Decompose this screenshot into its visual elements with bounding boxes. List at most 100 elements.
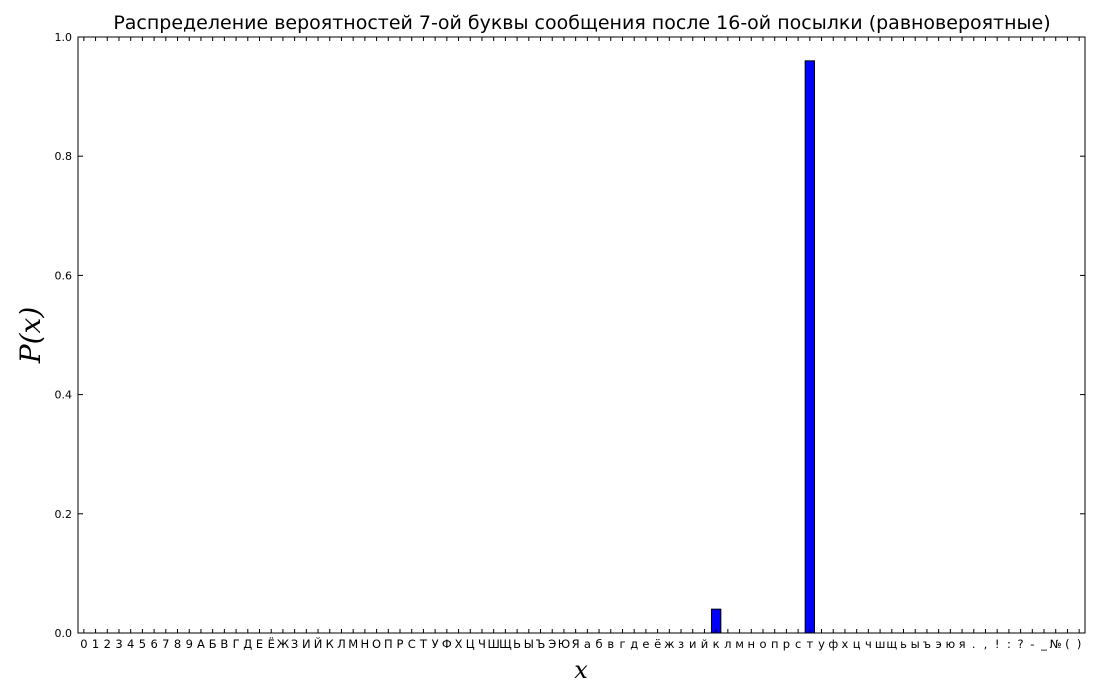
- y-tick-label: 0.4: [55, 389, 73, 402]
- x-category-label: ё: [654, 637, 661, 651]
- x-category-label: ): [1077, 637, 1082, 651]
- x-category-label: б: [596, 637, 603, 651]
- x-category-label: .: [972, 637, 976, 651]
- y-tick-label: 1.0: [55, 31, 73, 44]
- x-category-label: ь: [900, 637, 907, 651]
- x-category-label: Ф: [442, 637, 452, 651]
- x-category-label: Г: [233, 637, 240, 651]
- x-category-label: ы: [911, 637, 920, 651]
- chart-title: Распределение вероятностей 7-ой буквы со…: [113, 12, 1050, 34]
- x-category-label: Л: [337, 637, 346, 651]
- x-category-label: _: [1040, 637, 1047, 651]
- x-category-label: №: [1050, 637, 1062, 651]
- plot-frame: [77, 36, 1086, 634]
- x-category-label: Ы: [524, 637, 534, 651]
- x-category-label: А: [197, 637, 205, 651]
- x-category-label: г: [619, 637, 625, 651]
- x-category-label: Ъ: [536, 637, 546, 651]
- x-category-label: й: [701, 637, 708, 651]
- x-category-label: Ь: [513, 637, 521, 651]
- x-axis-label: x: [574, 656, 588, 684]
- x-category-label: к: [713, 637, 720, 651]
- x-category-label: Ч: [478, 637, 486, 651]
- x-category-label: ц: [853, 637, 861, 651]
- x-category-label: р: [783, 637, 790, 651]
- x-category-label: Х: [455, 637, 463, 651]
- x-category-label: У: [432, 637, 439, 651]
- x-category-label: а: [584, 637, 591, 651]
- x-category-label: Ё: [268, 636, 275, 651]
- x-category-label: ?: [1018, 637, 1024, 651]
- x-category-label: В: [220, 637, 228, 651]
- x-category-label: л: [724, 637, 731, 651]
- y-tick-label: 0.6: [55, 269, 73, 282]
- x-category-label: я: [959, 637, 966, 651]
- x-category-label: (: [1065, 637, 1070, 651]
- x-category-label: 4: [127, 637, 134, 651]
- x-category-label: щ: [886, 637, 897, 651]
- x-category-label: н: [748, 637, 756, 651]
- x-category-label: м: [735, 637, 744, 651]
- y-tick-label: 0.8: [55, 150, 73, 163]
- bar-62: [804, 60, 816, 634]
- x-category-label: Я: [572, 637, 580, 651]
- x-category-label: х: [842, 637, 849, 651]
- x-category-label: Б: [209, 637, 217, 651]
- x-category-label: :: [1007, 637, 1011, 651]
- x-category-label: Й: [314, 636, 323, 651]
- y-axis-label: P(x): [14, 307, 47, 364]
- x-category-label: ю: [945, 637, 955, 651]
- bars: [710, 60, 816, 634]
- x-category-label: О: [372, 637, 381, 651]
- x-category-label: 5: [139, 637, 146, 651]
- x-category-label: и: [689, 637, 696, 651]
- x-category-label: ж: [664, 637, 674, 651]
- x-category-label: М: [348, 637, 358, 651]
- x-category-label: 2: [104, 637, 111, 651]
- x-category-label: -: [1030, 637, 1034, 651]
- x-category-label: Д: [243, 637, 252, 651]
- x-category-label: 8: [174, 637, 181, 651]
- x-category-label: з: [678, 637, 684, 651]
- x-category-label: Ш: [488, 637, 500, 651]
- x-category-label: п: [771, 637, 779, 651]
- x-category-label: 3: [115, 637, 122, 651]
- x-category-label: Е: [256, 637, 263, 651]
- x-category-label: З: [291, 637, 298, 651]
- y-tick-label: 0.0: [55, 627, 73, 640]
- x-category-label: П: [384, 637, 393, 651]
- x-category-label: ф: [828, 637, 838, 651]
- x-category-label: Ц: [466, 637, 475, 651]
- x-category-label: ч: [865, 637, 872, 651]
- x-category-label: с: [795, 637, 801, 651]
- x-category-label: 7: [162, 637, 169, 651]
- y-tick-label: 0.2: [55, 508, 73, 521]
- x-category-label: И: [302, 637, 311, 651]
- x-category-label: д: [630, 637, 638, 651]
- x-category-label: Ж: [277, 637, 290, 651]
- x-category-label: С: [408, 637, 416, 651]
- x-category-label: 9: [186, 637, 193, 651]
- x-category-label: э: [935, 637, 941, 651]
- x-category-label: Щ: [499, 637, 512, 651]
- x-category-label: Ю: [558, 637, 570, 651]
- x-category-label: Э: [548, 637, 556, 651]
- x-category-label: К: [326, 637, 334, 651]
- x-category-label: о: [759, 637, 766, 651]
- x-category-label: т: [806, 637, 813, 651]
- x-category-label: у: [818, 637, 825, 651]
- y-axis-ticks: 0.0 0.2 0.4 0.6 0.8 1.0: [55, 31, 1085, 640]
- x-category-label: в: [607, 637, 614, 651]
- x-category-label: Р: [397, 637, 404, 651]
- x-category-label: Т: [419, 637, 428, 651]
- x-category-label: ъ: [923, 637, 931, 651]
- x-category-label: ш: [875, 637, 886, 651]
- x-category-label: 6: [150, 637, 157, 651]
- x-category-label: Н: [361, 637, 370, 651]
- x-category-label: 1: [92, 637, 99, 651]
- x-category-label: !: [995, 637, 1000, 651]
- x-category-label: ,: [984, 637, 988, 651]
- x-category-label: 0: [80, 637, 87, 651]
